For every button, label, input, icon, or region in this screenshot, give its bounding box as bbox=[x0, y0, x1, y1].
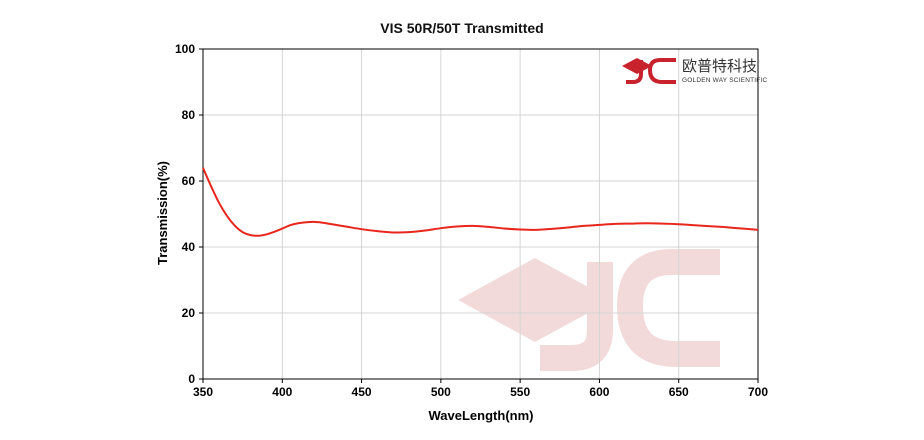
y-tick-label: 100 bbox=[175, 42, 195, 56]
grid bbox=[203, 49, 758, 379]
y-tick-label: 40 bbox=[182, 240, 196, 254]
y-tick-label: 20 bbox=[182, 306, 196, 320]
x-tick-label: 550 bbox=[510, 385, 530, 399]
x-tick-label: 450 bbox=[352, 385, 372, 399]
brand-logo: 欧普特科技 GOLDEN WAY SCIENTIFIC bbox=[622, 57, 767, 84]
logo-name-en: GOLDEN WAY SCIENTIFIC bbox=[682, 77, 767, 84]
y-axis-title: Transmission(%) bbox=[155, 161, 170, 265]
x-axis-title: WaveLength(nm) bbox=[429, 408, 534, 423]
x-axis-ticks: 350 400 450 500 550 600 650 700 bbox=[193, 379, 768, 399]
watermark-hook-c bbox=[616, 249, 720, 367]
x-tick-label: 700 bbox=[748, 385, 768, 399]
x-tick-label: 600 bbox=[589, 385, 609, 399]
y-tick-label: 80 bbox=[182, 108, 196, 122]
series-layer bbox=[202, 167, 759, 237]
logo-hook-c bbox=[647, 58, 676, 84]
x-tick-label: 500 bbox=[431, 385, 451, 399]
watermark-logo bbox=[458, 249, 720, 371]
plot-area bbox=[202, 48, 759, 380]
logo-diamond-left bbox=[622, 58, 652, 74]
x-tick-label: 650 bbox=[669, 385, 689, 399]
y-tick-label: 0 bbox=[188, 372, 195, 386]
brand-mark-icon bbox=[622, 58, 676, 84]
y-tick-label: 60 bbox=[182, 174, 196, 188]
x-tick-label: 350 bbox=[193, 385, 213, 399]
x-tick-label: 400 bbox=[272, 385, 292, 399]
y-axis-ticks: 0 20 40 60 80 100 bbox=[175, 42, 203, 386]
chart-title: VIS 50R/50T Transmitted bbox=[380, 20, 543, 36]
watermark-hook-j bbox=[540, 262, 613, 371]
watermark-diamond bbox=[458, 258, 612, 342]
logo-hook-j bbox=[626, 60, 643, 84]
logo-name-cn: 欧普特科技 bbox=[682, 57, 757, 75]
series-line bbox=[202, 167, 759, 237]
